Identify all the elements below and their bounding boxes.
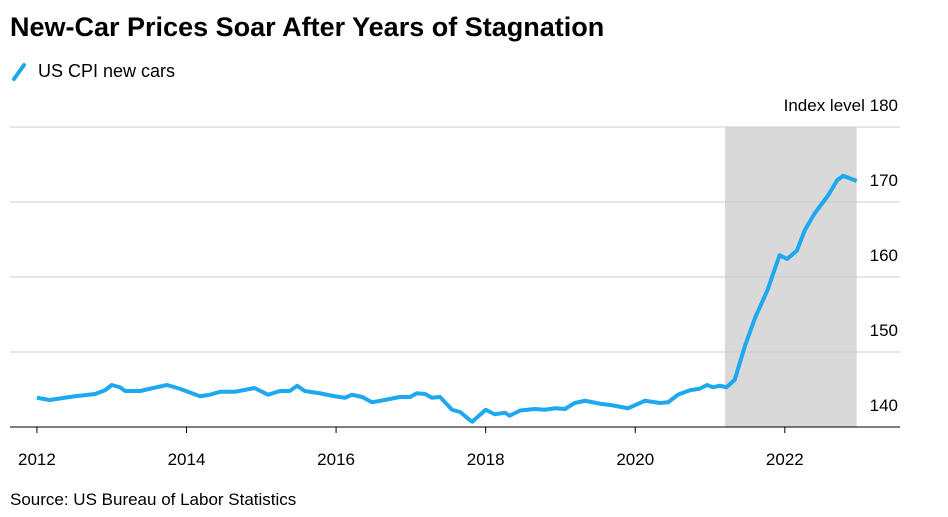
source: Source: US Bureau of Labor Statistics <box>10 490 296 509</box>
y-tick-label: Index level 180 <box>784 96 898 115</box>
x-tick-label: 2012 <box>18 450 56 469</box>
y-tick-label: 160 <box>870 246 898 265</box>
legend-label: US CPI new cars <box>38 61 175 81</box>
x-tick-label: 2018 <box>467 450 505 469</box>
y-tick-label: 140 <box>870 396 898 415</box>
y-tick-label: 150 <box>870 321 898 340</box>
legend-swatch <box>12 63 26 81</box>
x-tick-label: 2020 <box>616 450 654 469</box>
x-tick-label: 2016 <box>317 450 355 469</box>
chart-title: New-Car Prices Soar After Years of Stagn… <box>10 12 604 42</box>
y-tick-label: 170 <box>870 171 898 190</box>
data-line <box>36 173 858 424</box>
x-tick-label: 2022 <box>766 450 804 469</box>
x-tick-label: 2014 <box>168 450 206 469</box>
